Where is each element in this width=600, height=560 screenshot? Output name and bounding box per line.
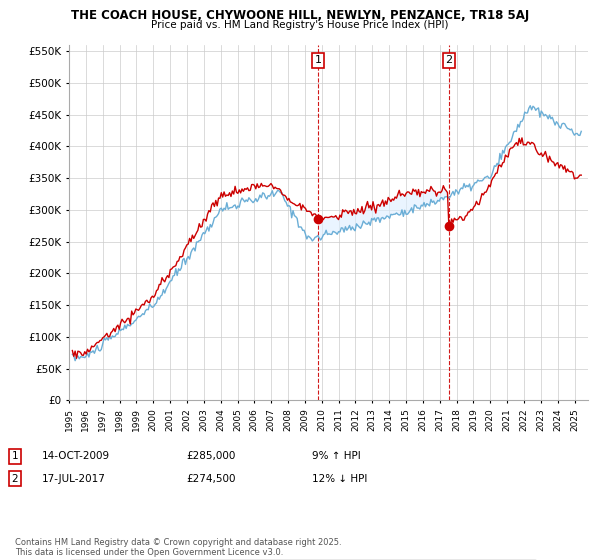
Text: 9% ↑ HPI: 9% ↑ HPI xyxy=(312,451,361,461)
Text: 2: 2 xyxy=(445,55,452,66)
Text: 2: 2 xyxy=(11,474,19,484)
Text: 14-OCT-2009: 14-OCT-2009 xyxy=(42,451,110,461)
Text: THE COACH HOUSE, CHYWOONE HILL, NEWLYN, PENZANCE, TR18 5AJ: THE COACH HOUSE, CHYWOONE HILL, NEWLYN, … xyxy=(71,9,529,22)
Text: 1: 1 xyxy=(11,451,19,461)
Text: Price paid vs. HM Land Registry's House Price Index (HPI): Price paid vs. HM Land Registry's House … xyxy=(151,20,449,30)
Text: 12% ↓ HPI: 12% ↓ HPI xyxy=(312,474,367,484)
Text: £274,500: £274,500 xyxy=(186,474,235,484)
Text: 17-JUL-2017: 17-JUL-2017 xyxy=(42,474,106,484)
Text: 1: 1 xyxy=(315,55,322,66)
Text: £285,000: £285,000 xyxy=(186,451,235,461)
Text: Contains HM Land Registry data © Crown copyright and database right 2025.
This d: Contains HM Land Registry data © Crown c… xyxy=(15,538,341,557)
